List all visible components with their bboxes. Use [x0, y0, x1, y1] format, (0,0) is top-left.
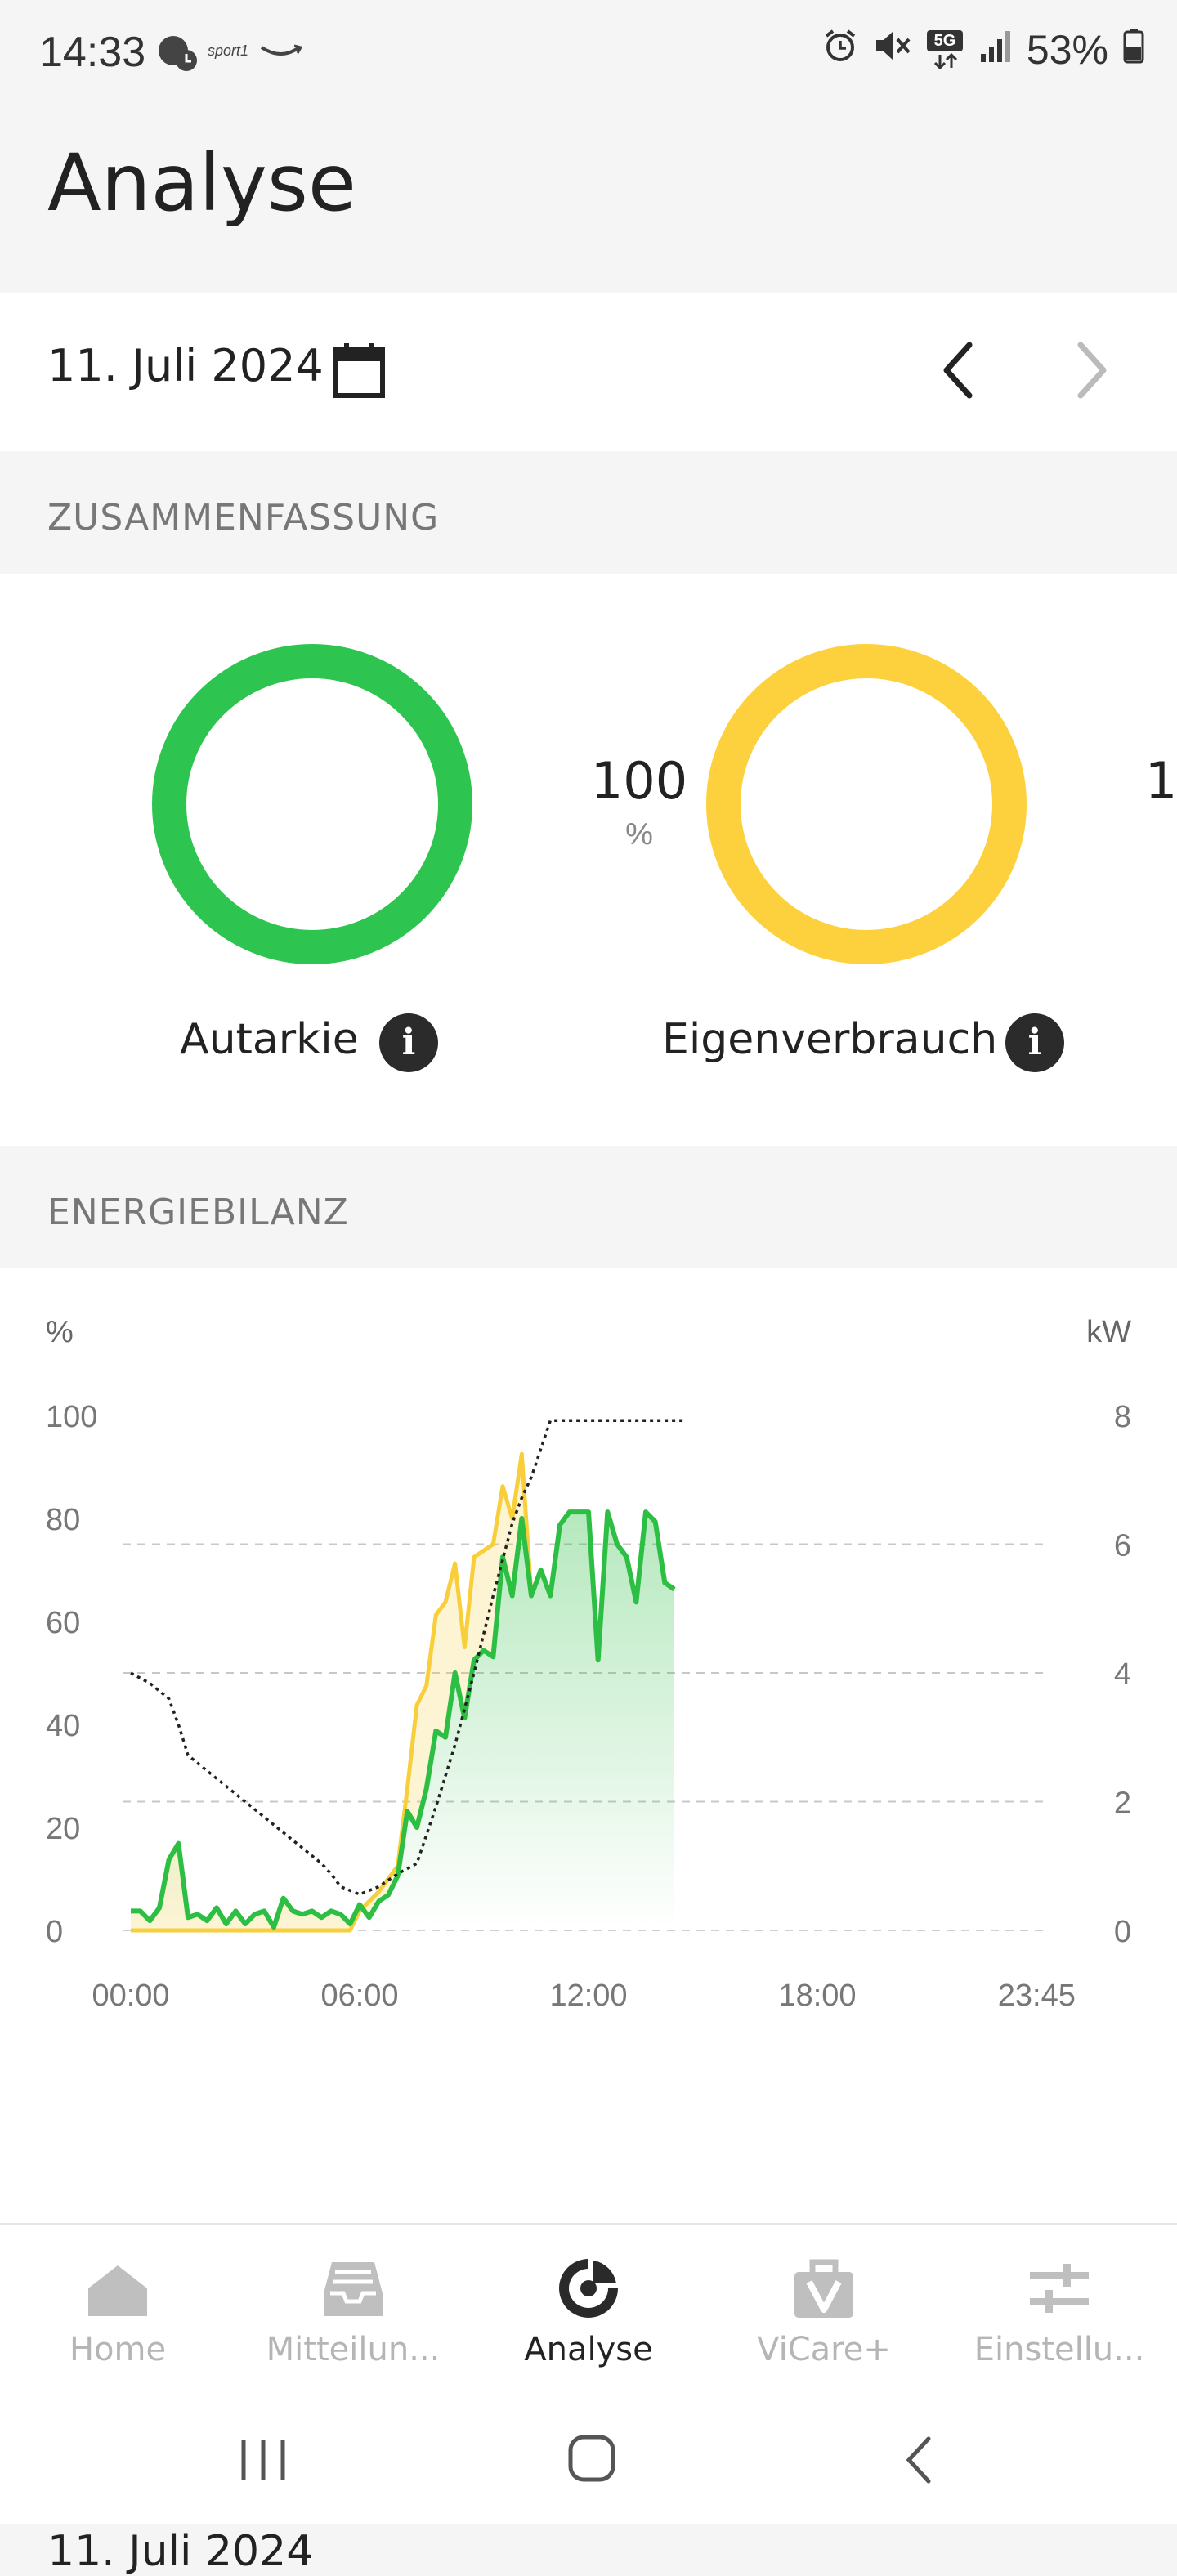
summary-panel: 100 % Autarkie i 100 % Eigenverbrauch i [0, 574, 1177, 1146]
battery-percent: 53% [1026, 27, 1108, 73]
date-text: 11. Juli 2024 [47, 340, 324, 391]
energy-date: 11. Juli 2024 [47, 2527, 314, 2576]
status-right: 5G 53% [822, 26, 1144, 74]
back-system-icon[interactable] [899, 2434, 940, 2490]
summary-header: ZUSAMMENFASSUNG [0, 451, 1177, 574]
nav-home[interactable]: Home [0, 2225, 235, 2396]
left-tick-label: 0 [46, 1915, 63, 1949]
eigenverbrauch-ring: 100 % [703, 641, 1177, 968]
calendar-icon[interactable] [332, 342, 386, 403]
energy-header-label: ENERGIEBILANZ [47, 1192, 349, 1233]
green-area [131, 1512, 674, 1930]
sliders-icon [1027, 2256, 1092, 2321]
status-bar: 14:33 sport1 5G 53% [0, 0, 1177, 106]
autarkie-unit: % [625, 817, 653, 852]
autarkie-ring: 100 % [149, 641, 687, 968]
eigenverbrauch-unit: % [1030, 817, 1177, 852]
recent-apps-icon[interactable] [237, 2437, 289, 2487]
date-bar: 11. Juli 2024 [0, 293, 1177, 451]
eigenverbrauch-label: Eigenverbrauch [662, 1015, 998, 1064]
right-tick-label: 2 [1114, 1787, 1131, 1821]
right-tick-label: 8 [1114, 1400, 1131, 1434]
left-tick-label: 100 [46, 1400, 97, 1434]
energy-header: ENERGIEBILANZ [0, 1146, 1177, 1268]
eigenverbrauch-info-icon[interactable]: i [1005, 1013, 1064, 1072]
amazon-icon [260, 42, 303, 66]
autarkie-info-icon[interactable]: i [379, 1013, 438, 1072]
green-series-line [131, 1509, 676, 1930]
next-day-button[interactable] [1063, 333, 1120, 407]
network-label: 5G [926, 30, 963, 51]
sport1-badge: sport1 [208, 42, 249, 59]
right-axis-unit: kW [1086, 1315, 1131, 1349]
summary-header-label: ZUSAMMENFASSUNG [47, 497, 440, 539]
network-icon: 5G [926, 30, 964, 69]
left-tick-label: 80 [46, 1503, 80, 1537]
alarm-icon [822, 26, 858, 74]
nav-settings[interactable]: Einstellu... [942, 2225, 1177, 2396]
nav-vicare-label: ViCare+ [757, 2331, 891, 2368]
whatsapp-icon [155, 33, 201, 79]
nav-messages-label: Mitteilun... [266, 2331, 441, 2368]
left-axis-unit: % [46, 1315, 74, 1349]
autarkie-label: Autarkie [180, 1015, 359, 1064]
x-tick-label: 12:00 [549, 1979, 627, 2013]
nav-home-label: Home [69, 2331, 167, 2368]
x-tick-label: 23:45 [998, 1979, 1076, 2013]
nav-messages[interactable]: Mitteilun... [235, 2225, 471, 2396]
inbox-icon [320, 2256, 386, 2321]
left-tick-label: 60 [46, 1606, 80, 1640]
home-system-icon[interactable] [567, 2434, 616, 2487]
right-tick-label: 6 [1114, 1529, 1131, 1563]
x-tick-label: 06:00 [320, 1979, 398, 2013]
nav-settings-label: Einstellu... [973, 2331, 1145, 2368]
previous-day-button[interactable] [932, 333, 989, 407]
signal-icon [979, 26, 1012, 74]
right-tick-label: 0 [1114, 1915, 1131, 1949]
x-tick-label: 18:00 [778, 1979, 856, 2013]
nav-analyse-label: Analyse [524, 2331, 653, 2368]
system-nav [0, 2395, 1177, 2524]
left-tick-label: 40 [46, 1709, 80, 1743]
autarkie-value: 100 [590, 751, 688, 811]
x-tick-label: 00:00 [92, 1979, 169, 2013]
analytics-icon [556, 2256, 621, 2321]
nav-vicare[interactable]: ViCare+ [706, 2225, 942, 2396]
eigenverbrauch-value: 100 [1144, 751, 1177, 811]
energy-chart: % kW 100 80 60 40 20 0 8 6 4 2 0 00:00 06:00 12:00 18:00… [0, 1268, 1177, 2576]
nav-analyse[interactable]: Analyse [471, 2225, 706, 2396]
bottom-nav: Home Mitteilun... Analyse ViCare+ Einste… [0, 2223, 1177, 2396]
briefcase-icon [791, 2256, 857, 2321]
status-time: 14:33 [39, 29, 146, 76]
mute-icon [873, 26, 912, 74]
right-tick-label: 4 [1114, 1657, 1131, 1692]
left-tick-label: 20 [46, 1812, 80, 1846]
dotted-series-line [130, 1419, 684, 1896]
home-icon [85, 2256, 150, 2321]
battery-icon [1123, 26, 1144, 74]
page-title: Analyse [47, 137, 356, 229]
